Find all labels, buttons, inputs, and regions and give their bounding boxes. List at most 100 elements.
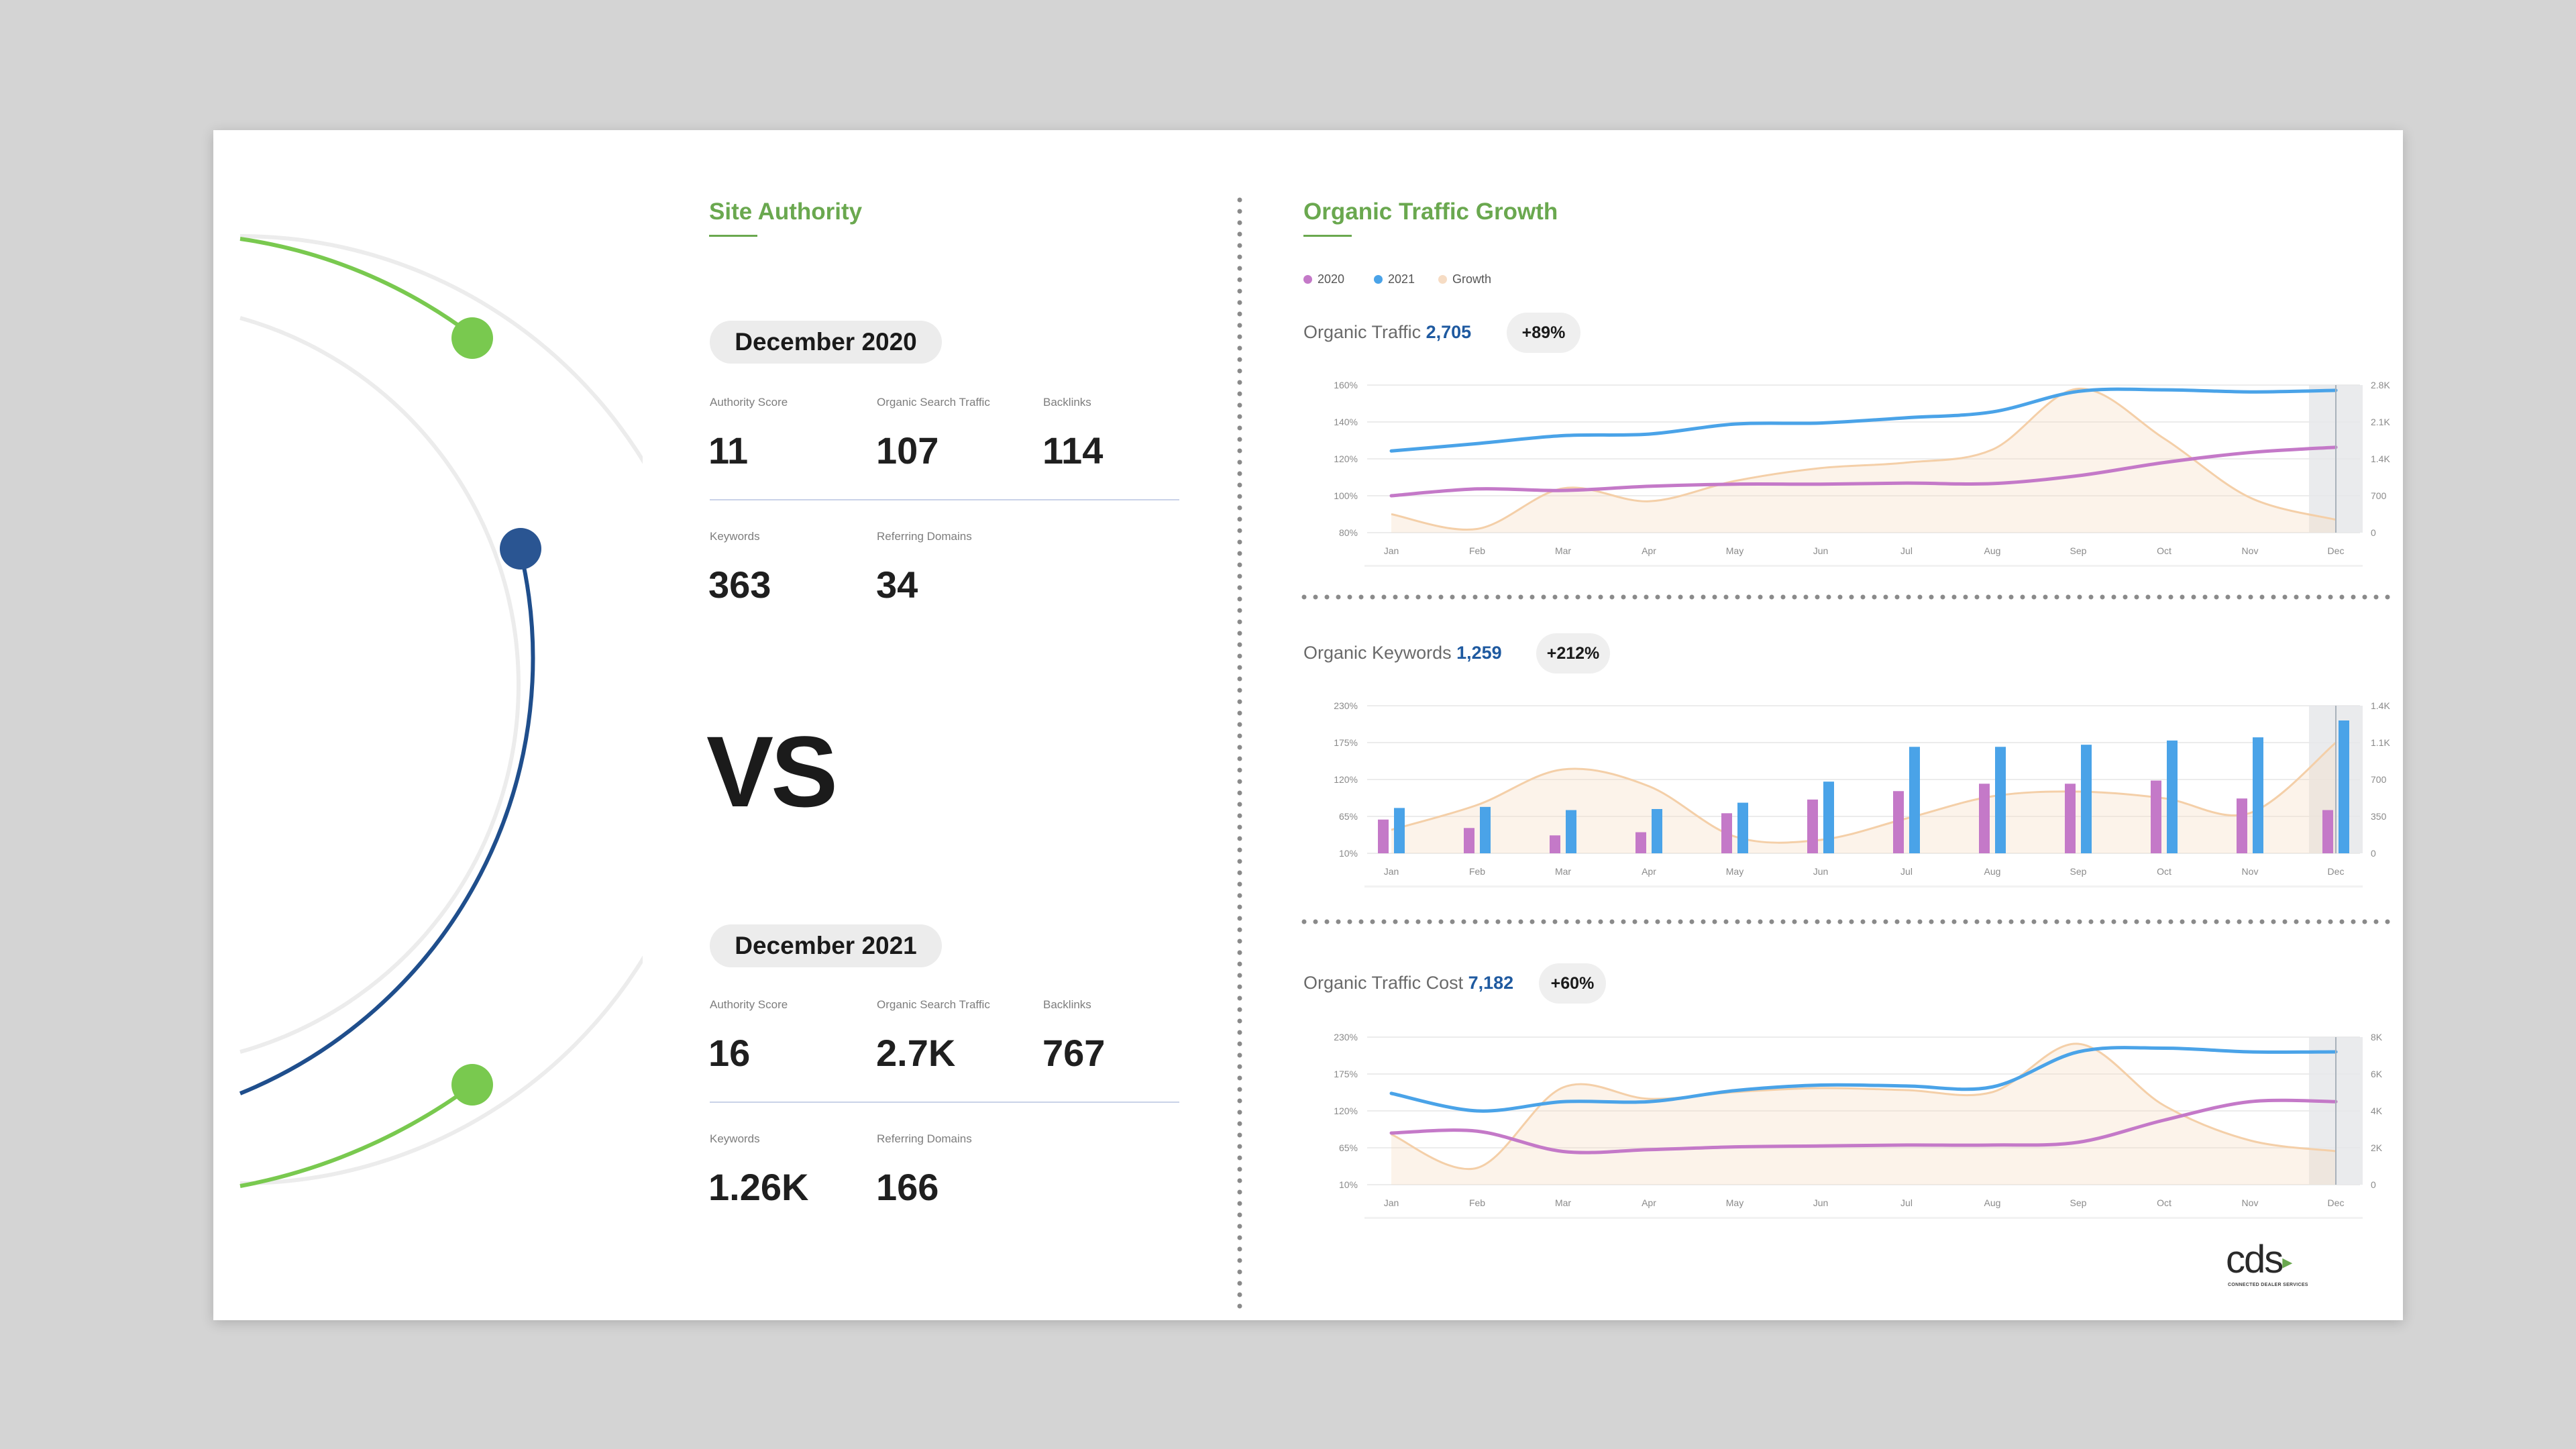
left-axis-tick: 120% [1334, 453, 1358, 464]
metric-value-organic-traffic-cost: 7,182 [1468, 973, 1514, 993]
left-axis-tick: 100% [1334, 490, 1358, 501]
chart-baseline [1364, 1217, 2363, 1219]
x-axis-tick: Feb [1469, 866, 1485, 877]
bar-2020 [1979, 784, 1990, 853]
right-axis-tick: 2.1K [2371, 417, 2390, 427]
bar-2020 [1721, 813, 1732, 853]
x-axis-tick: Nov [2242, 545, 2259, 556]
metric-label-organic-traffic: Organic Traffic 2,705 [1303, 322, 1472, 342]
x-axis-tick: Jul [1900, 545, 1913, 556]
right-axis-tick: 350 [2371, 811, 2387, 822]
bar-2021 [1566, 810, 1576, 853]
legend-label-2021: 2021 [1388, 272, 1415, 286]
organic-growth-title: Organic Traffic Growth [1303, 199, 1558, 225]
stat-label-keywords-2021: Keywords [710, 1132, 760, 1145]
x-axis-tick: Dec [2328, 1197, 2345, 1208]
x-axis-tick: Mar [1555, 1197, 1571, 1208]
bar-2020 [2065, 784, 2076, 853]
chart-baseline [1364, 885, 2363, 888]
x-axis-tick: Aug [1984, 1197, 2001, 1208]
vertical-dotted-separator [1237, 197, 1242, 1313]
right-axis-tick: 700 [2371, 490, 2387, 501]
stat-label-backlinks-2021: Backlinks [1043, 998, 1091, 1011]
left-axis-tick: 230% [1334, 700, 1358, 711]
metric-change-badge-organic-keywords: +212% [1536, 633, 1610, 674]
x-axis-tick: Feb [1469, 1197, 1485, 1208]
x-axis-tick: Aug [1984, 545, 2001, 556]
x-axis-tick: Mar [1555, 866, 1571, 877]
right-axis-tick: 0 [2371, 848, 2376, 859]
right-axis-tick: 700 [2371, 774, 2387, 785]
legend-dot-2021 [1374, 275, 1383, 284]
right-axis-tick: 2.8K [2371, 380, 2390, 390]
bar-2020 [2237, 798, 2247, 853]
site-authority-title: Site Authority [709, 199, 863, 225]
stat-value-keywords-2021: 1.26K [708, 1166, 809, 1208]
x-axis-tick: Jun [1813, 1197, 1829, 1208]
x-axis-tick: Nov [2242, 1197, 2259, 1208]
x-axis-tick: Apr [1642, 1197, 1656, 1208]
left-axis-tick: 140% [1334, 417, 1358, 427]
stats-divider-2021 [710, 1102, 1179, 1103]
left-axis-tick: 65% [1339, 811, 1358, 822]
right-axis-tick: 0 [2371, 527, 2376, 538]
x-axis-tick: Jun [1813, 866, 1829, 877]
left-axis-tick: 10% [1339, 848, 1358, 859]
left-axis-tick: 80% [1339, 527, 1358, 538]
right-axis-tick: 0 [2371, 1179, 2376, 1190]
left-axis-tick: 10% [1339, 1179, 1358, 1190]
stat-label-referring-domains-2021: Referring Domains [877, 1132, 972, 1145]
right-axis-tick: 8K [2371, 1032, 2383, 1042]
left-axis-tick: 120% [1334, 774, 1358, 785]
bar-2020 [1807, 799, 1818, 853]
x-axis-tick: Sep [2070, 1197, 2087, 1208]
right-axis-tick: 1.4K [2371, 700, 2390, 711]
organic-traffic-cost-chart: 230% 175% 120% 65% 10% 8K 6K 4K 2K 0 Jan Feb Mar Apr M… [1334, 1032, 2383, 1219]
right-axis-tick: 1.4K [2371, 453, 2390, 464]
x-axis-tick: Sep [2070, 545, 2087, 556]
left-axis-tick: 175% [1334, 737, 1358, 748]
bar-2020 [1464, 828, 1474, 853]
stat-value-backlinks-2020: 114 [1042, 429, 1104, 472]
arc-node-middle [500, 528, 541, 570]
right-axis-tick: 2K [2371, 1142, 2383, 1153]
bar-2020 [2322, 810, 2333, 853]
metric-value-organic-keywords: 1,259 [1456, 643, 1502, 663]
series-line-2021 [1389, 1046, 2338, 1113]
bar-2021 [1823, 782, 1834, 853]
bar-2020 [1550, 835, 1560, 853]
arc-node-bottom [451, 1064, 493, 1106]
left-axis-tick: 160% [1334, 380, 1358, 390]
logo-tagline: CONNECTED DEALER SERVICES [2228, 1283, 2308, 1287]
x-axis-tick: May [1726, 545, 1743, 556]
left-axis-tick: 65% [1339, 1142, 1358, 1153]
bar-2021 [1394, 808, 1405, 853]
bar-2020 [1893, 791, 1904, 853]
bar-2020 [1635, 832, 1646, 853]
bar-2021 [1480, 806, 1491, 853]
right-axis-tick: 4K [2371, 1106, 2383, 1116]
stat-label-keywords-2020: Keywords [710, 530, 760, 543]
period-pill-2021: December 2021 [710, 924, 942, 967]
chart-baseline [1364, 565, 2363, 567]
stat-value-authority-score-2021: 16 [708, 1032, 751, 1074]
legend-dot-growth [1438, 275, 1447, 284]
stat-value-organic-search-traffic-2020: 107 [876, 429, 939, 472]
stat-label-authority-score-2021: Authority Score [710, 998, 788, 1011]
series-line-2021 [1389, 387, 2338, 453]
metric-value-organic-traffic: 2,705 [1426, 322, 1472, 342]
logo-chevron-icon: ▸ [2282, 1251, 2292, 1274]
bar-2020 [2151, 780, 2161, 853]
left-axis-tick: 230% [1334, 1032, 1358, 1042]
x-axis-tick: Jul [1900, 866, 1913, 877]
horizontal-dotted-separator-1 [1301, 594, 2402, 600]
stat-value-organic-search-traffic-2021: 2.7K [876, 1032, 956, 1074]
x-axis-tick: Apr [1642, 545, 1656, 556]
period-pill-2020: December 2020 [710, 321, 942, 364]
growth-line [1391, 741, 2337, 844]
metric-change-badge-organic-traffic-cost: +60% [1539, 963, 1606, 1004]
stat-label-organic-search-traffic-2021: Organic Search Traffic [877, 998, 990, 1011]
x-axis-tick: Aug [1984, 866, 2001, 877]
series-line-2020 [1389, 445, 2338, 498]
legend-dot-2020 [1303, 275, 1312, 284]
